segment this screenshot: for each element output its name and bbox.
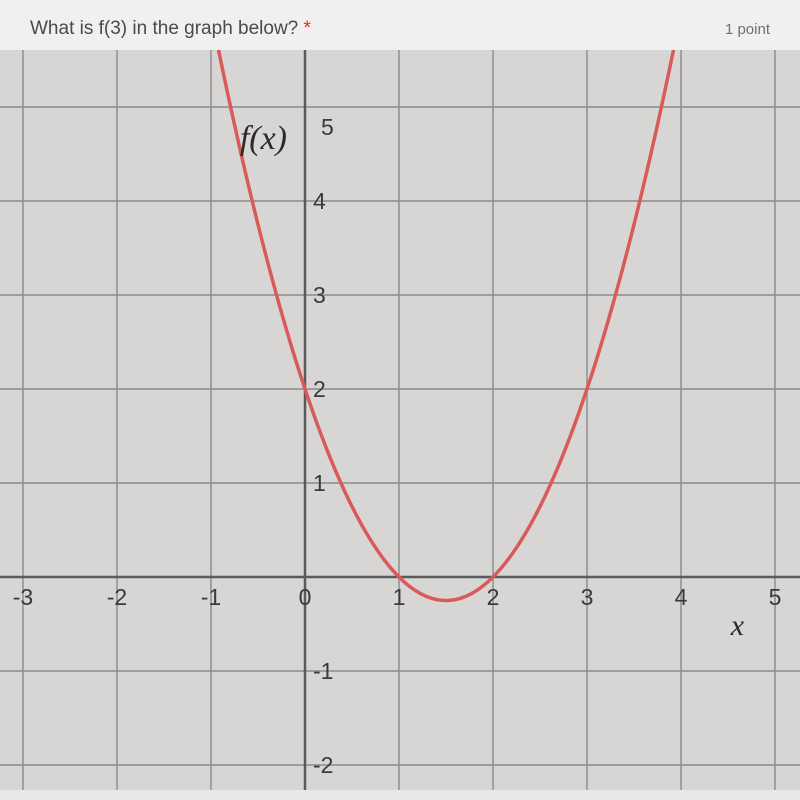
svg-text:4: 4 (313, 188, 326, 214)
x-tick-labels: -3 -2 -1 0 1 2 3 4 5 (13, 584, 782, 610)
y-top-tick: 5 (321, 114, 334, 140)
graph-svg: -3 -2 -1 0 1 2 3 4 5 -2 -1 1 2 3 4 f(x) x 5 (0, 50, 800, 790)
svg-text:-2: -2 (107, 584, 127, 610)
y-axis-label: f(x) (240, 120, 287, 157)
svg-text:1: 1 (393, 584, 406, 610)
question-label: What is f(3) in the graph below? (30, 18, 298, 39)
x-axis-label: x (730, 609, 745, 642)
svg-text:3: 3 (581, 584, 594, 610)
quiz-screenshot: What is f(3) in the graph below? * 1 poi… (0, 0, 800, 800)
svg-text:2: 2 (313, 376, 326, 402)
svg-text:0: 0 (299, 584, 312, 610)
svg-text:-2: -2 (313, 752, 333, 778)
parabola-curve (0, 50, 800, 601)
question-text: What is f(3) in the graph below? * (30, 18, 311, 40)
svg-text:-1: -1 (201, 584, 221, 610)
svg-text:4: 4 (675, 584, 688, 610)
graph-panel: -3 -2 -1 0 1 2 3 4 5 -2 -1 1 2 3 4 f(x) x 5 (0, 50, 800, 790)
svg-text:-1: -1 (313, 658, 333, 684)
svg-text:1: 1 (313, 470, 326, 496)
svg-text:2: 2 (487, 584, 500, 610)
question-header: What is f(3) in the graph below? * 1 poi… (0, 0, 800, 50)
axes (0, 50, 800, 790)
required-asterisk: * (304, 18, 311, 39)
points-label: 1 point (725, 21, 770, 38)
svg-text:5: 5 (769, 584, 782, 610)
grid (0, 50, 800, 790)
svg-text:3: 3 (313, 282, 326, 308)
svg-text:-3: -3 (13, 584, 33, 610)
